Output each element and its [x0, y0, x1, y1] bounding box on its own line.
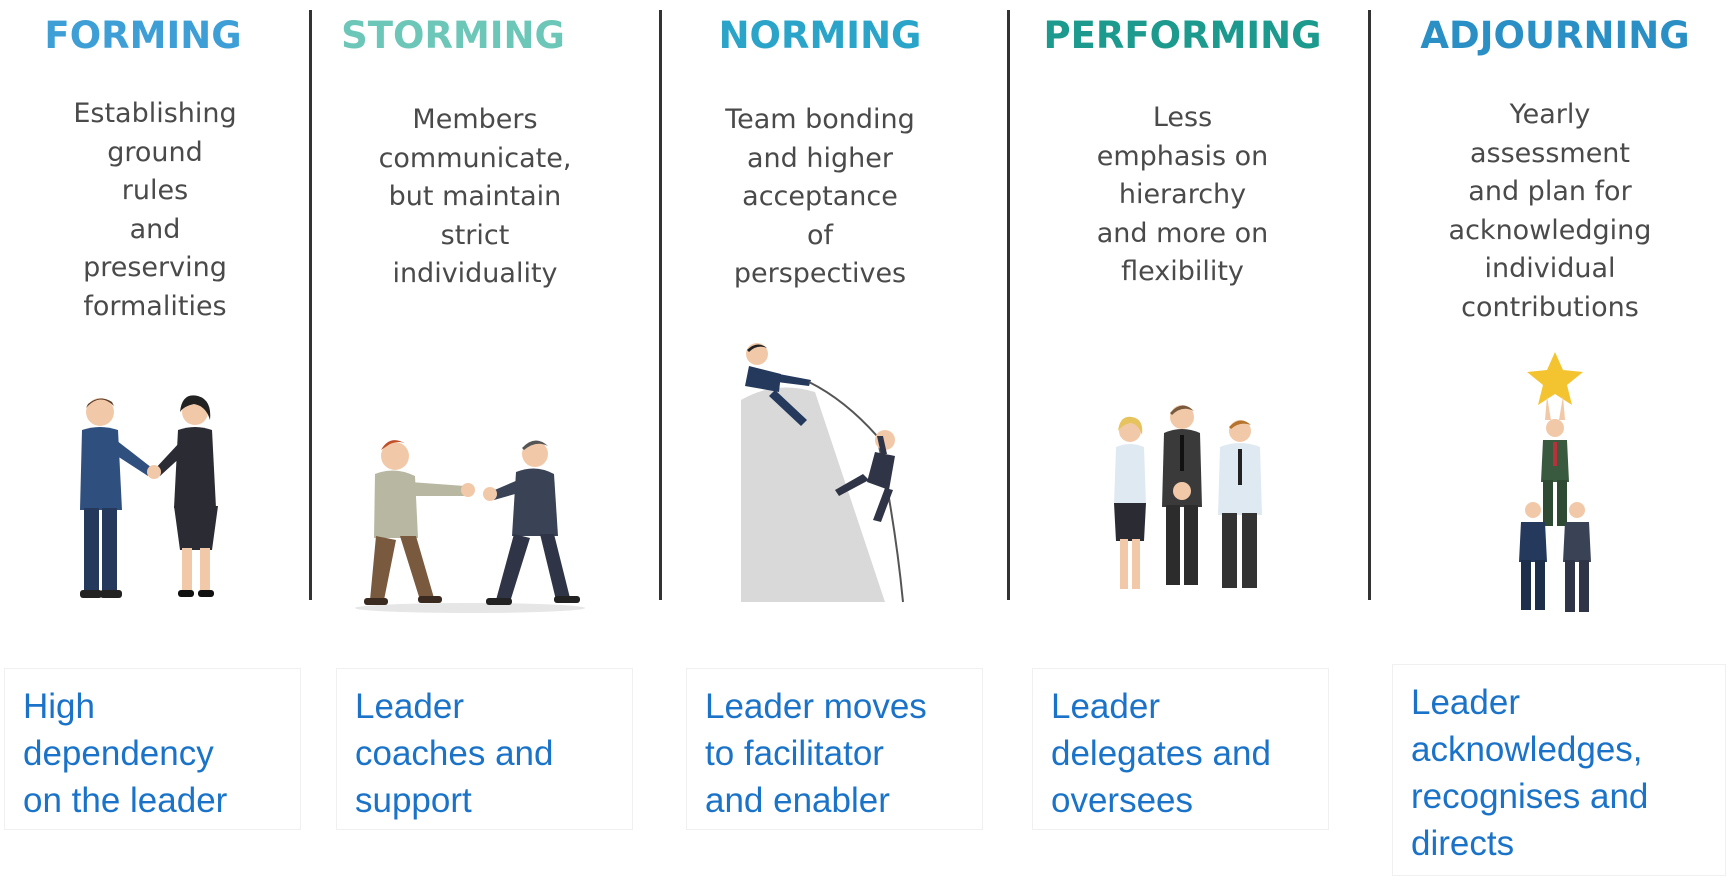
description-line: Establishing: [73, 98, 237, 129]
role-line: support: [355, 781, 472, 820]
role-box-norming: Leader moves to facilitator and enabler: [686, 668, 983, 830]
description-line: hierarchy: [1118, 179, 1247, 210]
role-line: recognises and: [1411, 777, 1649, 816]
description-line: perspectives: [733, 258, 907, 289]
divider-2: [659, 10, 662, 600]
stage-title-forming: FORMING: [44, 14, 242, 57]
description-line: and: [129, 213, 181, 245]
stage-title-norming: NORMING: [718, 14, 922, 57]
role-line: oversees: [1051, 781, 1194, 820]
role-line: Leader moves: [705, 687, 927, 726]
role-box-forming: High dependency on the leader: [4, 668, 301, 830]
stage-description-norming: Team bonding and higher acceptance of pe…: [695, 101, 945, 294]
role-box-storming: Leader coaches and support: [336, 668, 633, 830]
divider-1: [309, 10, 312, 600]
role-line: Leader: [355, 687, 464, 726]
role-text: Leader moves to facilitator and enabler: [705, 683, 927, 824]
role-line: delegates and: [1051, 734, 1271, 773]
stage-description-forming: Establishing ground rules and preserving…: [40, 95, 270, 326]
description-line: acknowledging: [1448, 214, 1652, 246]
climbing-illustration: [741, 343, 904, 603]
role-line: dependency: [23, 734, 214, 773]
role-line: High: [23, 687, 95, 726]
role-box-adjourning: Leader acknowledges, recognises and dire…: [1392, 664, 1726, 876]
role-text: High dependency on the leader: [23, 683, 227, 824]
stage-title-adjourning: ADJOURNING: [1420, 14, 1690, 57]
role-line: Leader: [1051, 687, 1160, 726]
star-lift-illustration: [1519, 352, 1591, 612]
role-line: to facilitator: [705, 734, 884, 773]
description-line: acceptance: [742, 181, 898, 212]
fight-illustration: [355, 440, 585, 613]
stage-title-storming: STORMING: [341, 14, 565, 57]
stage-description-storming: Members communicate, but maintain strict…: [350, 101, 600, 294]
handshake-illustration: [80, 395, 218, 598]
role-line: and enabler: [705, 781, 890, 820]
description-line: assessment: [1469, 137, 1631, 169]
role-text: Leader delegates and oversees: [1051, 683, 1271, 824]
role-line: Leader: [1411, 683, 1520, 722]
description-line: formalities: [83, 290, 227, 322]
description-line: Yearly: [1509, 99, 1591, 130]
description-line: strict: [440, 219, 510, 251]
description-line: preserving: [83, 252, 227, 283]
description-line: flexibility: [1121, 256, 1244, 287]
description-line: emphasis on: [1096, 140, 1269, 172]
role-line: acknowledges,: [1411, 730, 1643, 769]
description-line: Team bonding: [725, 104, 915, 135]
description-line: communicate,: [378, 142, 572, 174]
role-line: coaches and: [355, 734, 554, 773]
role-text: Leader coaches and support: [355, 683, 553, 824]
team-illustration: [1114, 405, 1262, 589]
divider-4: [1368, 10, 1371, 600]
role-box-performing: Leader delegates and oversees: [1032, 668, 1329, 830]
divider-3: [1007, 10, 1010, 600]
description-line: and plan for: [1468, 176, 1632, 207]
role-text: Leader acknowledges, recognises and dire…: [1411, 679, 1648, 867]
description-line: individual: [1484, 253, 1616, 284]
description-line: and more on: [1096, 217, 1269, 249]
description-line: individuality: [392, 258, 558, 289]
description-line: but maintain: [388, 181, 562, 212]
description-line: Members: [412, 104, 538, 135]
description-line: of: [806, 219, 834, 251]
stage-title-performing: PERFORMING: [1043, 14, 1322, 57]
role-line: directs: [1411, 824, 1515, 863]
description-line: Less: [1152, 102, 1213, 133]
stage-description-performing: Less emphasis on hierarchy and more on f…: [1060, 99, 1305, 292]
description-line: and higher: [747, 142, 893, 174]
description-line: contributions: [1461, 291, 1639, 323]
stage-description-adjourning: Yearly assessment and plan for acknowled…: [1410, 96, 1690, 327]
description-line: ground: [107, 136, 203, 168]
description-line: rules: [121, 175, 189, 206]
role-line: on the leader: [23, 781, 228, 820]
